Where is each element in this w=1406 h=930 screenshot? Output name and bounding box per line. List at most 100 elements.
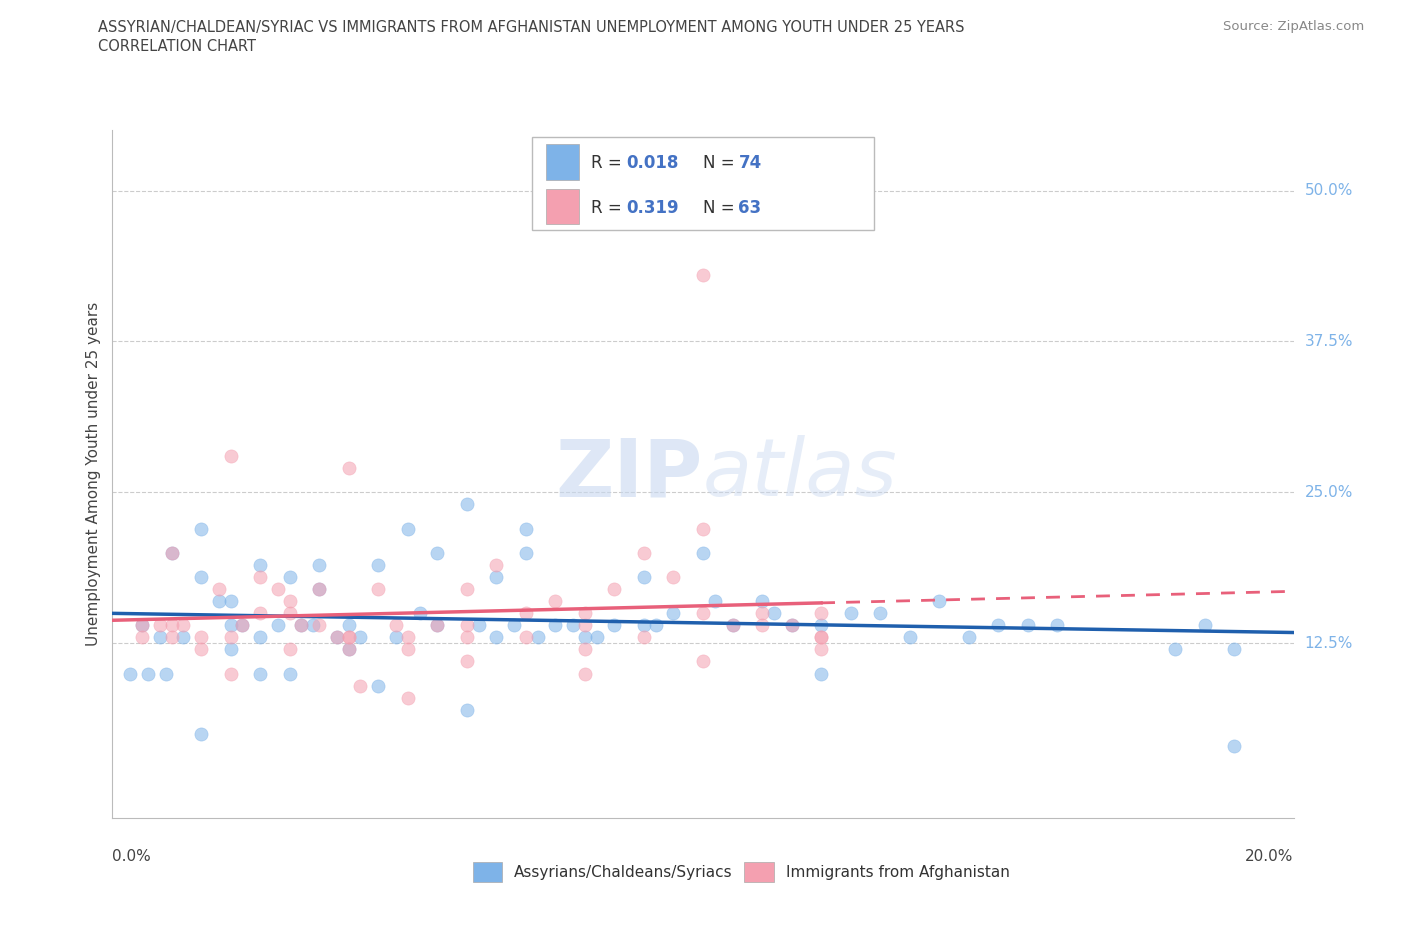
Point (190, 521, 212, 536)
Point (633, 618, 655, 632)
Point (155, 666, 177, 681)
Point (190, 630, 212, 644)
Point (337, 642, 360, 657)
Point (456, 654, 478, 669)
Text: 12.5%: 12.5% (1305, 636, 1353, 651)
Point (337, 630, 360, 644)
Point (208, 581, 231, 596)
Point (1046, 618, 1069, 632)
Text: 25.0%: 25.0% (1305, 485, 1353, 500)
Point (367, 678, 389, 693)
FancyBboxPatch shape (472, 862, 502, 883)
Point (544, 593, 567, 608)
Point (396, 521, 419, 536)
Point (544, 618, 567, 632)
Text: N =: N = (703, 199, 740, 217)
Point (692, 605, 714, 620)
Point (290, 618, 312, 632)
Point (839, 605, 862, 620)
Point (633, 630, 655, 644)
Point (190, 642, 212, 657)
Point (456, 618, 478, 632)
Point (308, 618, 330, 632)
Point (426, 618, 449, 632)
Point (290, 618, 312, 632)
Point (278, 605, 301, 620)
Y-axis label: Unemployment Among Youth under 25 years: Unemployment Among Youth under 25 years (86, 302, 101, 646)
Point (249, 569, 271, 584)
Point (574, 605, 596, 620)
Point (337, 618, 360, 632)
Point (721, 618, 744, 632)
Point (326, 630, 349, 644)
Point (515, 545, 537, 560)
FancyBboxPatch shape (744, 862, 773, 883)
Point (780, 618, 803, 632)
Point (662, 569, 685, 584)
Point (249, 605, 271, 620)
Point (219, 618, 242, 632)
Point (869, 605, 891, 620)
Point (503, 618, 526, 632)
Point (810, 630, 832, 644)
Point (160, 545, 183, 560)
Point (692, 654, 714, 669)
Point (692, 545, 714, 560)
Point (662, 605, 685, 620)
Point (219, 666, 242, 681)
Point (515, 521, 537, 536)
Text: 74: 74 (738, 154, 762, 172)
Point (278, 569, 301, 584)
Point (326, 630, 349, 644)
Point (308, 557, 330, 572)
Point (302, 618, 325, 632)
Text: R =: R = (591, 154, 627, 172)
Point (267, 581, 290, 596)
Point (131, 630, 153, 644)
Point (396, 630, 419, 644)
Point (367, 557, 389, 572)
Text: 20.0%: 20.0% (1246, 849, 1294, 864)
Point (456, 497, 478, 512)
Point (337, 630, 360, 644)
Point (149, 630, 172, 644)
Text: atlas: atlas (703, 435, 898, 513)
Point (208, 593, 231, 608)
Text: Assyrians/Chaldeans/Syriacs: Assyrians/Chaldeans/Syriacs (515, 865, 733, 880)
Point (526, 630, 548, 644)
Text: 63: 63 (738, 199, 762, 217)
Point (810, 605, 832, 620)
Point (426, 618, 449, 632)
Point (585, 630, 607, 644)
Point (515, 605, 537, 620)
Point (810, 666, 832, 681)
Text: Source: ZipAtlas.com: Source: ZipAtlas.com (1223, 20, 1364, 33)
Text: ZIP: ZIP (555, 435, 703, 513)
Point (467, 618, 489, 632)
Text: N =: N = (703, 154, 740, 172)
Point (751, 593, 773, 608)
Point (367, 581, 389, 596)
Point (633, 569, 655, 584)
Text: CORRELATION CHART: CORRELATION CHART (98, 39, 256, 54)
Point (219, 642, 242, 657)
Point (485, 569, 508, 584)
Point (1223, 738, 1246, 753)
Point (349, 678, 371, 693)
Point (160, 630, 183, 644)
Point (131, 618, 153, 632)
Point (692, 268, 714, 283)
Point (810, 630, 832, 644)
FancyBboxPatch shape (546, 189, 579, 224)
Text: Immigrants from Afghanistan: Immigrants from Afghanistan (786, 865, 1010, 880)
Point (426, 545, 449, 560)
Point (249, 666, 271, 681)
Point (644, 618, 666, 632)
Point (278, 666, 301, 681)
Point (1223, 642, 1246, 657)
Point (562, 618, 585, 632)
Point (703, 593, 725, 608)
Point (136, 666, 159, 681)
Point (762, 605, 785, 620)
Point (810, 618, 832, 632)
